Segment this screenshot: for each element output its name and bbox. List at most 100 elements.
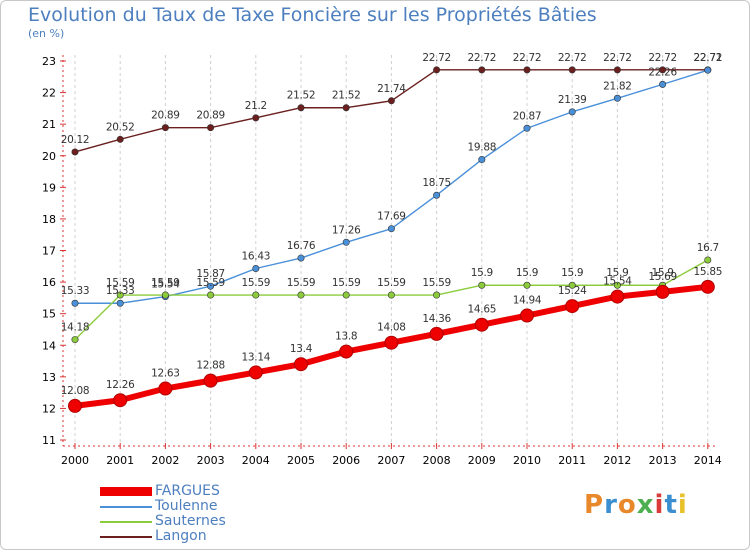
data-label-toulenne: 21.82 xyxy=(603,80,632,92)
data-label-fargues: 15.24 xyxy=(558,285,587,297)
y-tick-label: 23 xyxy=(42,55,56,68)
data-label-fargues: 14.08 xyxy=(377,322,406,334)
y-tick-label: 12 xyxy=(42,402,56,415)
data-point-langon xyxy=(387,97,395,105)
data-point-langon xyxy=(523,66,531,74)
data-point-sauternes xyxy=(71,336,79,344)
data-point-sauternes xyxy=(116,291,124,299)
data-point-fargues xyxy=(429,326,444,341)
x-tick-label: 2012 xyxy=(603,454,631,467)
data-point-sauternes xyxy=(387,291,395,299)
legend: FARGUES Toulenne Sauternes Langon xyxy=(100,484,226,544)
x-tick-label: 2011 xyxy=(558,454,586,467)
data-label-fargues: 13.4 xyxy=(290,343,313,355)
data-label-toulenne: 17.26 xyxy=(332,224,361,236)
data-point-fargues xyxy=(610,289,625,304)
x-tick-label: 2005 xyxy=(287,454,315,467)
data-point-toulenne xyxy=(613,94,621,102)
data-point-fargues xyxy=(158,381,173,396)
data-label-sauternes: 15.9 xyxy=(561,267,583,279)
data-point-toulenne xyxy=(568,108,576,116)
data-label-fargues: 13.14 xyxy=(242,351,271,363)
x-tick-label: 2009 xyxy=(468,454,496,467)
data-label-toulenne: 16.43 xyxy=(242,251,271,263)
data-point-toulenne xyxy=(342,238,350,246)
legend-label-langon: Langon xyxy=(155,528,207,544)
data-point-fargues xyxy=(248,365,263,380)
data-point-toulenne xyxy=(297,254,305,262)
data-point-sauternes xyxy=(478,281,486,289)
data-point-langon xyxy=(433,66,441,74)
data-label-langon: 21.52 xyxy=(287,90,316,102)
data-label-langon: 22.72 xyxy=(648,52,677,64)
data-point-sauternes xyxy=(207,291,215,299)
data-label-toulenne: 17.69 xyxy=(377,211,406,223)
legend-item-fargues: FARGUES xyxy=(100,484,226,499)
data-label-sauternes: 15.59 xyxy=(332,277,361,289)
data-label-sauternes: 15.59 xyxy=(242,277,271,289)
data-label-fargues: 12.88 xyxy=(196,360,225,372)
legend-swatch-toulenne xyxy=(100,505,152,508)
data-point-fargues xyxy=(339,344,354,359)
data-label-sauternes: 14.18 xyxy=(61,322,90,334)
data-point-fargues xyxy=(474,317,489,332)
y-tick-label: 22 xyxy=(42,87,56,100)
data-label-toulenne: 19.88 xyxy=(468,142,497,154)
data-label-toulenne: 18.75 xyxy=(422,177,451,189)
data-label-toulenne: 22.71 xyxy=(694,52,723,64)
data-label-toulenne: 21.39 xyxy=(558,94,587,106)
data-label-fargues: 15.85 xyxy=(694,266,723,278)
data-label-fargues: 15.54 xyxy=(603,276,632,288)
data-label-fargues: 12.26 xyxy=(106,379,135,391)
logo-letter: P xyxy=(584,490,605,520)
data-point-langon xyxy=(116,135,124,143)
data-point-langon xyxy=(207,124,215,132)
data-point-fargues xyxy=(203,373,218,388)
data-label-langon: 21.74 xyxy=(377,83,406,95)
data-point-langon xyxy=(478,66,486,74)
data-label-langon: 22.72 xyxy=(513,52,542,64)
data-point-langon xyxy=(342,104,350,112)
logo-letter: i xyxy=(654,490,665,520)
data-point-toulenne xyxy=(704,66,712,74)
y-tick-label: 13 xyxy=(42,371,56,384)
data-point-fargues xyxy=(655,284,670,299)
data-label-fargues: 12.08 xyxy=(61,385,90,397)
y-tick-label: 15 xyxy=(42,308,56,321)
legend-label-fargues: FARGUES xyxy=(155,483,220,499)
data-label-langon: 22.72 xyxy=(603,52,632,64)
data-label-sauternes: 15.9 xyxy=(516,267,538,279)
data-point-sauternes xyxy=(568,281,576,289)
data-point-toulenne xyxy=(478,156,486,164)
data-label-toulenne: 20.87 xyxy=(513,110,542,122)
legend-swatch-langon xyxy=(100,535,152,538)
data-point-langon xyxy=(568,66,576,74)
data-label-sauternes: 15.59 xyxy=(196,277,225,289)
data-point-sauternes xyxy=(297,291,305,299)
y-tick-label: 21 xyxy=(42,118,56,131)
data-label-langon: 22.72 xyxy=(468,52,497,64)
data-point-langon xyxy=(297,104,305,112)
x-tick-label: 2002 xyxy=(151,454,179,467)
series-group xyxy=(68,66,715,413)
data-label-langon: 20.12 xyxy=(61,134,90,146)
data-label-sauternes: 15.9 xyxy=(652,267,674,279)
y-tick-label: 17 xyxy=(42,245,56,258)
data-label-sauternes: 15.59 xyxy=(287,277,316,289)
data-label-langon: 20.52 xyxy=(106,121,135,133)
x-tick-label: 2010 xyxy=(513,454,541,467)
data-point-sauternes xyxy=(342,291,350,299)
logo-letter: r xyxy=(604,490,618,520)
legend-swatch-sauternes xyxy=(100,520,152,523)
data-label-toulenne: 15.33 xyxy=(106,285,135,297)
data-label-fargues: 12.63 xyxy=(151,368,180,380)
data-labels: 20.12 20.52 20.89 20.89 21.2 21.52 21.52 21.74 2… xyxy=(61,52,723,397)
x-tick-label: 2004 xyxy=(242,454,270,467)
data-point-fargues xyxy=(384,335,399,350)
data-point-toulenne xyxy=(207,282,215,290)
x-tick-label: 2013 xyxy=(649,454,677,467)
legend-swatch-fargues xyxy=(100,487,152,496)
data-point-langon xyxy=(252,114,260,122)
